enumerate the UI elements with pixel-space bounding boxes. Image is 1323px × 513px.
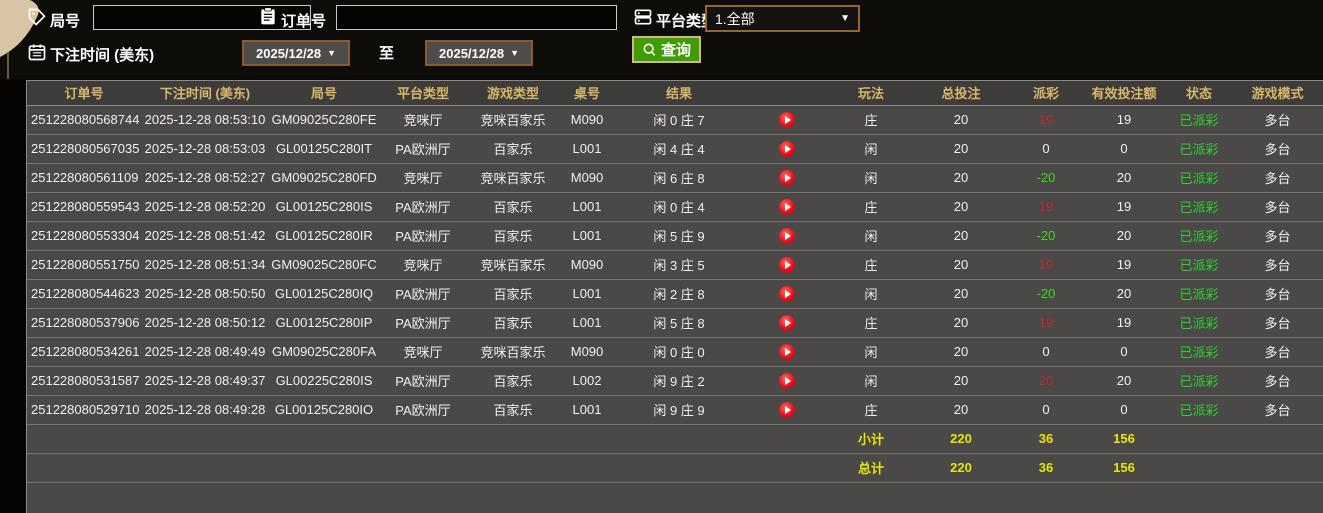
- play-replay-icon[interactable]: [779, 285, 795, 302]
- play-replay-icon[interactable]: [779, 169, 795, 186]
- table-row: 251228080534261 2025-12-28 08:49:49 GM0902…: [27, 337, 1323, 367]
- subtotal-payout: 36: [1011, 424, 1081, 454]
- table-row: 251228080531587 2025-12-28 08:49:37 GL0022…: [27, 366, 1323, 396]
- play-replay-icon[interactable]: [779, 314, 795, 331]
- col-header-game-mode: 游戏模式: [1231, 81, 1323, 106]
- clipboard-icon: [258, 6, 278, 26]
- grand-total-valid-bet: 156: [1081, 453, 1167, 483]
- table-row: 251228080553304 2025-12-28 08:51:42 GL0012…: [27, 221, 1323, 251]
- subtotal-label: 小计: [831, 424, 911, 454]
- server-icon: [633, 7, 653, 27]
- table-header-row: 订单号 下注时间 (美东) 局号 平台类型 游戏类型 桌号 结果 玩法 总投注 …: [27, 81, 1323, 106]
- col-header-total-bet: 总投注: [911, 81, 1011, 106]
- grand-total-total-bet: 220: [911, 453, 1011, 483]
- date-from-value: 2025/12/28: [256, 45, 322, 61]
- table-row: 251228080559543 2025-12-28 08:52:20 GL0012…: [27, 192, 1323, 222]
- play-replay-icon[interactable]: [779, 140, 795, 157]
- subtotal-total-bet: 220: [911, 424, 1011, 454]
- table-row: 251228080537906 2025-12-28 08:50:12 GL0012…: [27, 308, 1323, 338]
- chevron-down-icon: ▼: [840, 13, 850, 24]
- col-header-game-type: 游戏类型: [467, 81, 559, 106]
- search-icon: [642, 42, 658, 58]
- table-row: 251228080568744 2025-12-28 08:53:10 GM0902…: [27, 105, 1323, 135]
- query-button[interactable]: 查询: [632, 36, 701, 63]
- grand-total-payout: 36: [1011, 453, 1081, 483]
- table-row: 251228080567035 2025-12-28 08:53:03 GL0012…: [27, 134, 1323, 164]
- table-body: 251228080568744 2025-12-28 08:53:10 GM0902…: [27, 105, 1323, 425]
- round-input[interactable]: [93, 5, 311, 30]
- platform-type-label: 平台类型: [656, 13, 717, 30]
- play-replay-icon[interactable]: [779, 198, 795, 215]
- platform-type-value: 1.全部: [715, 10, 755, 27]
- order-input[interactable]: [336, 5, 617, 30]
- col-header-replay: [743, 81, 831, 106]
- table-row: 251228080551750 2025-12-28 08:51:34 GM0902…: [27, 250, 1323, 280]
- left-frame-line: [7, 52, 9, 79]
- chevron-down-icon: ▼: [510, 48, 519, 58]
- col-header-valid-bet: 有效投注额: [1081, 81, 1167, 106]
- date-range-to-label: 至: [379, 45, 395, 62]
- grand-total-label: 总计: [831, 453, 911, 483]
- subtotal-row: 小计 220 36 156: [27, 424, 1323, 454]
- bet-records-table: 订单号 下注时间 (美东) 局号 平台类型 游戏类型 桌号 结果 玩法 总投注 …: [27, 81, 1323, 483]
- play-replay-icon[interactable]: [779, 111, 795, 128]
- play-replay-icon[interactable]: [779, 256, 795, 273]
- order-label: 订单号: [281, 13, 327, 30]
- date-to-picker[interactable]: 2025/12/28 ▼: [425, 40, 533, 66]
- table-row: 251228080544623 2025-12-28 08:50:50 GL0012…: [27, 279, 1323, 309]
- table-row: 251228080561109 2025-12-28 08:52:27 GM0902…: [27, 163, 1323, 193]
- bet-time-label: 下注时间 (美东): [50, 47, 155, 64]
- date-from-picker[interactable]: 2025/12/28 ▼: [242, 40, 350, 66]
- subtotal-valid-bet: 156: [1081, 424, 1167, 454]
- col-header-result: 结果: [615, 81, 743, 106]
- col-header-bet-time: 下注时间 (美东): [141, 81, 269, 106]
- col-header-bet-type: 玩法: [831, 81, 911, 106]
- bet-records-panel: 订单号 下注时间 (美东) 局号 平台类型 游戏类型 桌号 结果 玩法 总投注 …: [26, 80, 1323, 513]
- query-button-label: 查询: [660, 42, 691, 59]
- play-replay-icon[interactable]: [779, 372, 795, 389]
- col-header-platform-type: 平台类型: [379, 81, 467, 106]
- date-to-value: 2025/12/28: [439, 45, 505, 61]
- round-label: 局号: [50, 13, 81, 30]
- platform-type-select[interactable]: 1.全部 ▼: [705, 5, 860, 32]
- play-replay-icon[interactable]: [779, 227, 795, 244]
- col-header-table-no: 桌号: [559, 81, 615, 106]
- play-replay-icon[interactable]: [779, 343, 795, 360]
- tag-icon: [27, 7, 47, 27]
- col-header-payout: 派彩: [1011, 81, 1081, 106]
- col-header-round-no: 局号: [269, 81, 379, 106]
- chevron-down-icon: ▼: [327, 48, 336, 58]
- toolbar: 局号 订单号 平台类型 1.全部 ▼ 下注时间 (美东) 2025/12/28 …: [0, 0, 1323, 79]
- col-header-order-no: 订单号: [27, 81, 141, 106]
- grand-total-row: 总计 220 36 156: [27, 453, 1323, 483]
- col-header-status: 状态: [1167, 81, 1231, 106]
- table-row: 251228080529710 2025-12-28 08:49:28 GL0012…: [27, 395, 1323, 425]
- calendar-icon: [27, 42, 47, 62]
- play-replay-icon[interactable]: [779, 401, 795, 418]
